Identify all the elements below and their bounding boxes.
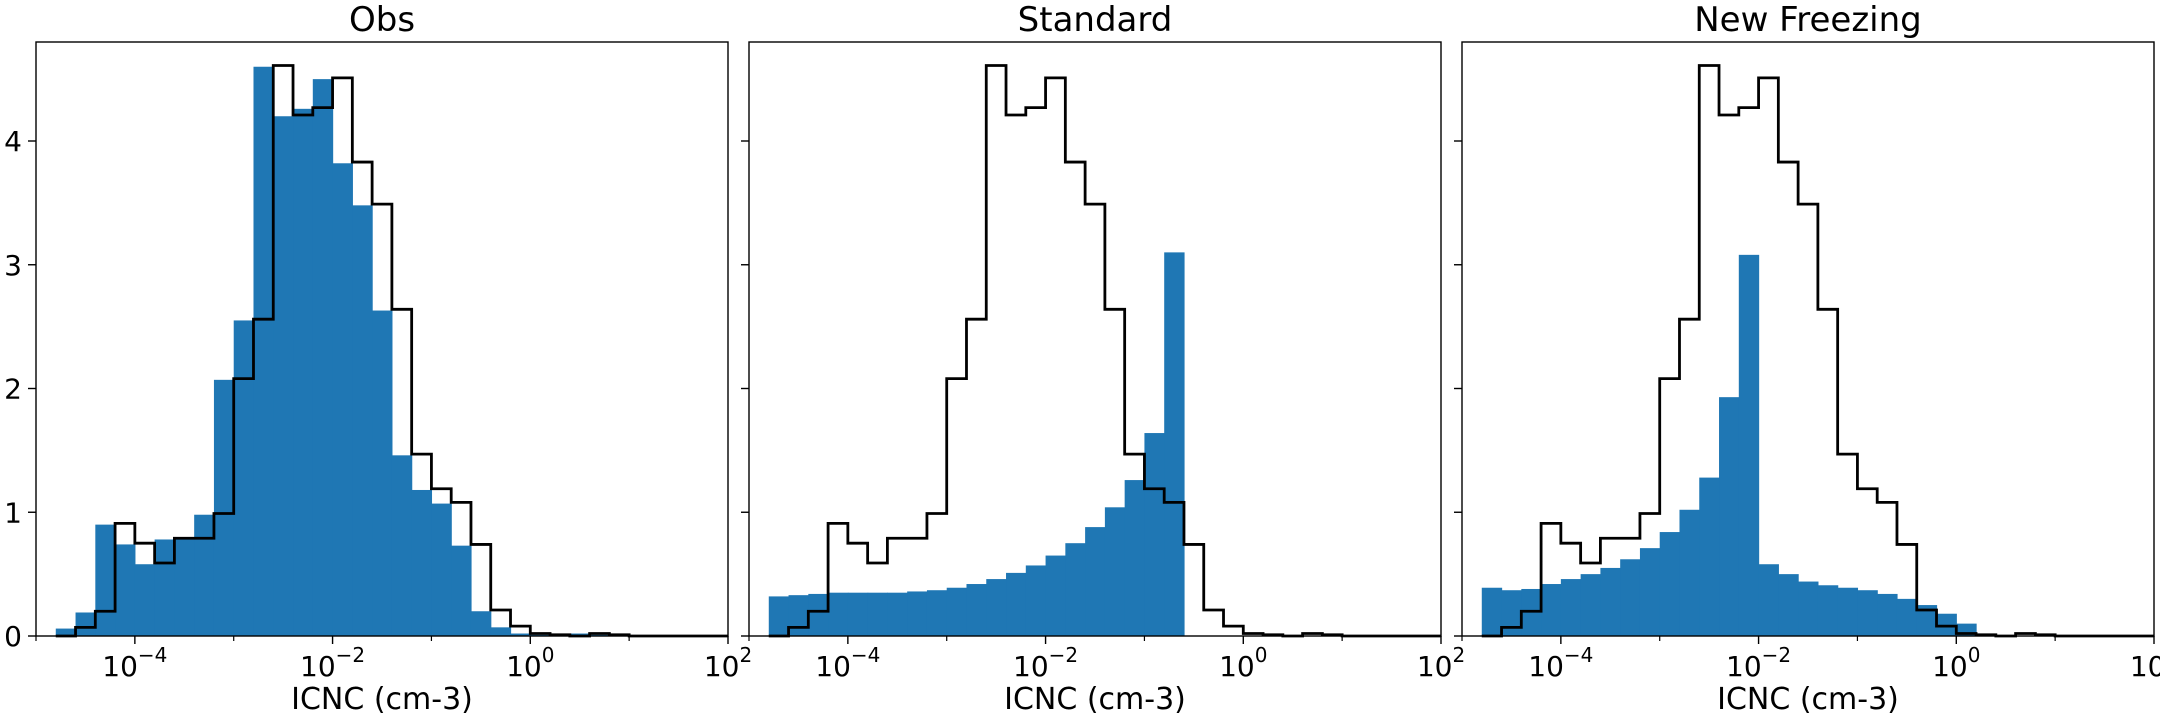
hist-bar [213, 379, 235, 636]
hist-bar [1006, 572, 1027, 636]
x-tick-label: 100 [1219, 643, 1267, 683]
hist-bar [95, 524, 116, 636]
hist-bar [1541, 584, 1562, 636]
x-tick-label: 100 [506, 643, 554, 683]
hist-bar [1025, 565, 1047, 636]
hist-bar [253, 66, 274, 636]
hist-bar [1719, 397, 1740, 636]
panel-3: 10−4 10−2 100 102 New Freezing ICNC (cm-3) [1454, 0, 2160, 717]
hist-bar [194, 514, 215, 636]
hist-bar [907, 591, 928, 636]
hist-bar [1738, 254, 1760, 636]
hist-bar [1560, 579, 1582, 636]
hist-bar [174, 539, 195, 636]
x-tick-label: 102 [1417, 643, 1465, 683]
hist-bar [788, 595, 809, 636]
hist-bar [1164, 252, 1185, 636]
x-tick-label: 102 [2130, 643, 2160, 683]
hist-bar [312, 79, 334, 636]
hist-bar [1481, 587, 1503, 636]
axes-frame [748, 41, 1442, 637]
hist-bar [411, 489, 433, 636]
hist-bar [451, 545, 472, 636]
hist-bar [233, 320, 255, 636]
y-tick-label: 3 [4, 249, 22, 282]
hist-bar [946, 587, 968, 636]
y-tick-label: 2 [4, 373, 22, 406]
hist-bar [1580, 574, 1601, 636]
hist-bar [352, 205, 373, 636]
hist-bar [1877, 593, 1898, 636]
x-tick-label: 10−2 [1013, 643, 1078, 683]
hist-bar [1124, 480, 1146, 636]
hist-bar [1659, 532, 1681, 636]
x-axis-label: ICNC (cm-3) [1717, 682, 1899, 717]
hist-bar [1758, 564, 1779, 636]
hist-bar [1916, 605, 1938, 636]
hist-bar [1798, 581, 1819, 636]
panel-title: New Freezing [1694, 0, 1922, 40]
hist-bar [1857, 590, 1878, 636]
axes-frame [1461, 41, 2155, 637]
hist-bar [1817, 585, 1839, 636]
hist-bar [1600, 567, 1621, 636]
x-tick-label: 100 [1932, 643, 1980, 683]
hist-bar [510, 633, 531, 636]
y-tick-label: 4 [4, 125, 22, 158]
hist-bar [1085, 527, 1106, 636]
panel-title: Standard [1018, 0, 1173, 40]
hist-bar [966, 584, 987, 636]
x-axis-label: ICNC (cm-3) [1004, 682, 1186, 717]
hist-bar [847, 592, 869, 636]
obs-outline-step [1481, 64, 2154, 638]
hist-bar [1620, 559, 1641, 636]
hist-bar [1896, 598, 1918, 636]
panel-2: 10−4 10−2 100 102 Standard ICNC (cm-3) [741, 0, 1465, 717]
x-tick-label: 10−2 [300, 643, 365, 683]
hist-bar [372, 310, 393, 636]
x-tick-label: 10−4 [102, 643, 167, 683]
hist-bar [867, 592, 888, 636]
hist-bar [1639, 548, 1661, 636]
x-tick-label: 10−4 [1528, 643, 1593, 683]
hist-bar [273, 116, 294, 636]
x-tick-label: 10−2 [1726, 643, 1791, 683]
panel-title: Obs [349, 0, 415, 40]
hist-bar [1679, 509, 1700, 636]
hist-bar [134, 564, 156, 636]
hist-bar [808, 593, 829, 636]
hist-bar [391, 455, 413, 636]
hist-bar [1778, 574, 1799, 636]
hist-bar [1501, 590, 1522, 636]
x-tick-label: 102 [704, 643, 752, 683]
hist-bar [293, 108, 314, 636]
hist-bar [154, 539, 175, 636]
hist-bar [887, 592, 908, 636]
hist-bar [926, 590, 948, 636]
hist-bar [1837, 587, 1859, 636]
hist-bar [332, 163, 353, 636]
hist-bar [1045, 555, 1066, 636]
hist-bar [1065, 543, 1086, 636]
panel-1: 0 1 2 3 4 10−4 10−2 100 102 Obs ICNC (cm-3) [4, 0, 752, 717]
hist-bar [490, 627, 512, 636]
hist-bar [75, 612, 96, 636]
hist-bar [828, 592, 849, 636]
hist-bar [1699, 477, 1720, 636]
hist-bar [55, 628, 77, 636]
hist-bar [470, 611, 492, 636]
y-tick-label: 0 [4, 620, 22, 653]
x-tick-label: 10−4 [815, 643, 880, 683]
hist-bar [431, 503, 452, 636]
hist-bar [986, 579, 1007, 636]
x-axis-label: ICNC (cm-3) [291, 682, 473, 717]
axes-frame [35, 41, 729, 637]
hist-bar [1144, 433, 1165, 636]
hist-bar [768, 596, 790, 636]
hist-bar [1104, 507, 1126, 636]
y-tick-label: 1 [4, 496, 22, 529]
hist-bar [115, 544, 136, 636]
